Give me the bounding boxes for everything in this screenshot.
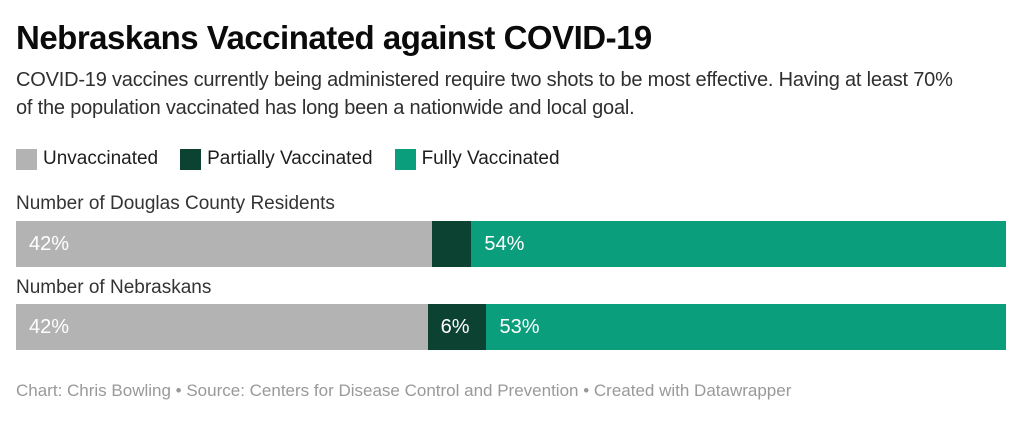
legend-swatch [16, 148, 37, 170]
legend-label: Unvaccinated [43, 148, 159, 169]
bar-segment-value: 54% [484, 232, 525, 255]
credit-line: Chart: Chris Bowling • Source: Centers f… [16, 381, 792, 400]
bar-segment-value: 42% [29, 232, 70, 255]
bar-segment[interactable]: 53% [486, 304, 1006, 350]
legend-item: Unvaccinated [16, 148, 158, 170]
legend-label: Partially Vaccinated [207, 148, 373, 169]
bar-segment[interactable]: 42% [16, 304, 428, 350]
stacked-bar: 42% 6% 53% [16, 304, 1006, 350]
bar-row-label: Number of Douglas County Residents [16, 193, 335, 214]
chart-description: COVID-19 vaccines currently being admini… [16, 69, 953, 119]
legend-label: Fully Vaccinated [421, 148, 560, 169]
stacked-bar: 42% 54% [16, 221, 1006, 267]
bar-segment[interactable]: 6% [427, 304, 487, 350]
bar-segment-value: 53% [499, 315, 540, 338]
legend-swatch [180, 148, 202, 170]
bar-segment[interactable] [431, 221, 472, 267]
bars-area: Number of Douglas County Residents 42% 54%… [16, 193, 1006, 350]
legend-swatch [394, 148, 416, 170]
bar-segment-value: 6% [440, 315, 470, 338]
bar-row-label: Number of Nebraskans [16, 277, 212, 298]
legend: Unvaccinated Partially Vaccinated Fully Va… [16, 148, 1006, 170]
bar-segment-value: 42% [29, 315, 70, 338]
chart-title: Nebraskans Vaccinated against COVID-19 [16, 19, 652, 56]
legend-item: Fully Vaccinated [394, 148, 560, 170]
legend-item: Partially Vaccinated [180, 148, 373, 170]
bar-segment[interactable]: 54% [471, 221, 1006, 267]
bar-segment[interactable]: 42% [16, 221, 432, 267]
